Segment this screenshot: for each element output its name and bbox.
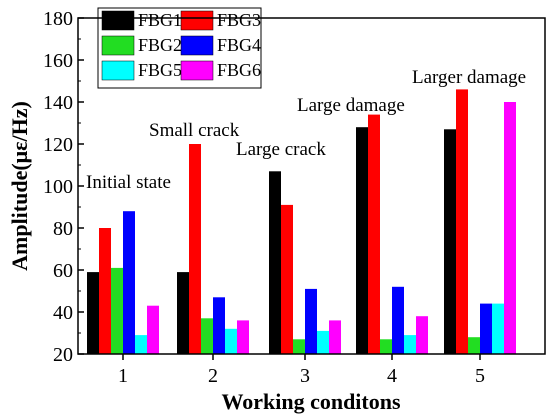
y-tick-label: 20 (53, 344, 73, 366)
bar-fbg5-cat-2 (225, 328, 237, 354)
y-axis-title: Amplitude(με/Hz) (7, 101, 32, 271)
legend-swatch-fbg4 (180, 35, 214, 56)
x-tick-label: 1 (118, 365, 128, 387)
bar-fbg3-cat-3 (281, 204, 293, 354)
bar-fbg5-cat-4 (404, 335, 416, 354)
bars-group (87, 89, 516, 355)
bar-fbg3-cat-5 (456, 89, 468, 355)
bar-fbg1-cat-2 (177, 272, 189, 354)
y-tick-label: 160 (43, 50, 73, 72)
legend-swatch-fbg3 (180, 10, 214, 31)
y-tick-label: 80 (53, 218, 73, 240)
bar-fbg6-cat-3 (329, 320, 341, 354)
annotation-label: Larger damage (412, 67, 526, 88)
legend-label-fbg5: FBG5 (138, 60, 182, 80)
legend-label-fbg6: FBG6 (217, 60, 261, 80)
bar-fbg1-cat-5 (444, 129, 456, 354)
y-tick-label: 180 (43, 8, 73, 30)
bar-fbg1-cat-1 (87, 272, 99, 354)
annotation-label: Large damage (297, 95, 405, 116)
bar-fbg2-cat-1 (111, 267, 123, 354)
x-tick-label: 2 (208, 365, 218, 387)
legend-swatch-fbg2 (101, 35, 135, 56)
x-tick-label: 3 (300, 365, 310, 387)
bar-fbg5-cat-5 (492, 303, 504, 354)
x-axis: 1 2 3 4 5 (118, 354, 485, 387)
bar-fbg3-cat-1 (99, 228, 111, 354)
bar-fbg2-cat-3 (293, 339, 305, 354)
bar-fbg6-cat-1 (147, 305, 159, 354)
y-tick-label: 120 (43, 134, 73, 156)
legend-swatch-fbg1 (101, 10, 135, 31)
legend: FBG1 FBG3 FBG2 FBG4 FBG5 FBG6 (97, 7, 262, 89)
bar-fbg5-cat-1 (135, 335, 147, 354)
x-axis-title: Working conditons (221, 389, 401, 414)
bar-fbg3-cat-4 (368, 114, 380, 354)
bar-fbg6-cat-5 (504, 102, 516, 354)
annotation-label: Initial state (86, 172, 171, 193)
legend-label-fbg3: FBG3 (217, 10, 261, 30)
bar-fbg2-cat-4 (380, 339, 392, 354)
legend-label-fbg1: FBG1 (138, 10, 182, 30)
legend-swatch-fbg5 (101, 60, 135, 81)
legend-label-fbg2: FBG2 (138, 35, 182, 55)
bar-fbg2-cat-2 (201, 318, 213, 354)
bar-fbg6-cat-2 (237, 320, 249, 354)
annotation-label: Small crack (149, 120, 240, 141)
bar-fbg1-cat-4 (356, 127, 368, 354)
x-tick-label: 5 (475, 365, 485, 387)
y-tick-label: 100 (43, 176, 73, 198)
x-tick-label: 4 (387, 365, 397, 387)
bar-fbg1-cat-3 (269, 171, 281, 354)
bar-fbg4-cat-5 (480, 303, 492, 354)
y-tick-label: 40 (53, 302, 73, 324)
bar-fbg2-cat-5 (468, 337, 480, 354)
legend-label-fbg4: FBG4 (217, 35, 261, 55)
bar-fbg4-cat-3 (305, 288, 317, 354)
y-tick-label: 60 (53, 260, 73, 282)
y-axis: 20 40 60 80 100 120 140 160 180 (43, 8, 84, 366)
bar-fbg4-cat-2 (213, 297, 225, 354)
bar-fbg4-cat-4 (392, 286, 404, 354)
bar-fbg5-cat-3 (317, 330, 329, 354)
plot-frame (77, 17, 546, 355)
annotation-label: Large crack (236, 139, 326, 160)
bar-fbg6-cat-4 (416, 316, 428, 354)
bar-fbg3-cat-2 (189, 144, 201, 354)
legend-swatch-fbg6 (180, 60, 214, 81)
y-tick-label: 140 (43, 92, 73, 114)
bar-fbg4-cat-1 (123, 211, 135, 354)
